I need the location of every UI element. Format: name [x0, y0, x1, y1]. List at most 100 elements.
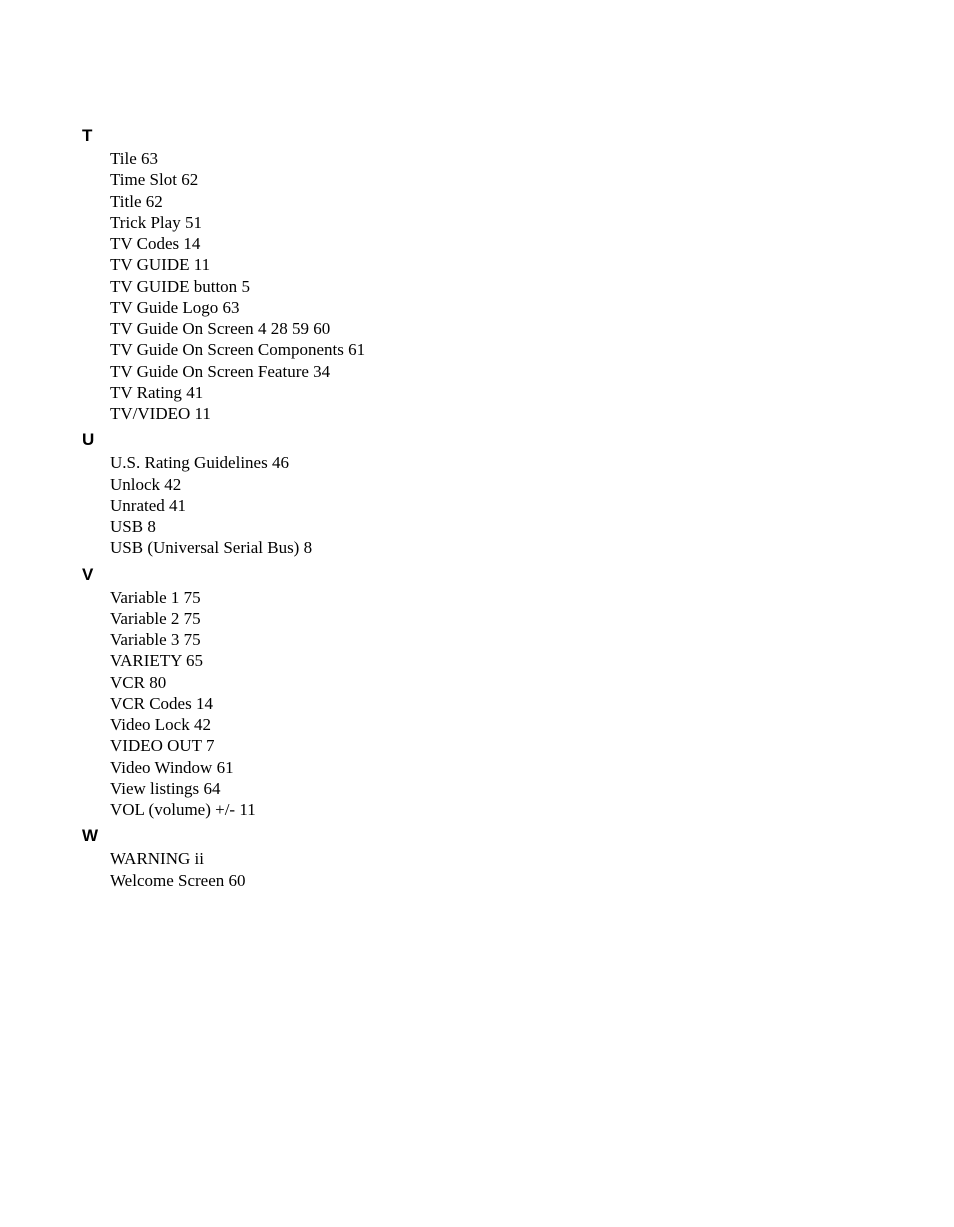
- index-entry: VCR Codes 14: [110, 693, 894, 714]
- index-entry-pages: 11: [239, 800, 255, 819]
- index-entry: Video Window 61: [110, 757, 894, 778]
- index-entry-pages: ii: [195, 849, 204, 868]
- index-entry-term: U.S. Rating Guidelines: [110, 453, 268, 472]
- index-entry-term: TV Rating: [110, 383, 182, 402]
- index-entry-pages: 7: [206, 736, 215, 755]
- index-page: TTile 63Time Slot 62Title 62Trick Play 5…: [0, 0, 954, 951]
- index-entry-pages: 62: [146, 192, 163, 211]
- index-entry-term: TV GUIDE: [110, 255, 189, 274]
- index-entry-term: TV Guide On Screen Feature: [110, 362, 309, 381]
- index-entry-term: USB: [110, 517, 143, 536]
- index-entry-pages: 65: [186, 651, 203, 670]
- index-entry: TV Guide On Screen Feature 34: [110, 361, 894, 382]
- index-entry-pages: 41: [169, 496, 186, 515]
- index-entry-pages: 64: [203, 779, 220, 798]
- index-entry: Variable 2 75: [110, 608, 894, 629]
- index-entry: TV GUIDE button 5: [110, 276, 894, 297]
- index-entry: VOL (volume) +/- 11: [110, 799, 894, 820]
- index-entry-pages: 14: [183, 234, 200, 253]
- section-letter: V: [82, 565, 894, 585]
- index-entry-term: Title: [110, 192, 142, 211]
- index-entry-term: VCR: [110, 673, 145, 692]
- index-entry-term: TV/VIDEO: [110, 404, 190, 423]
- index-entry-term: View listings: [110, 779, 199, 798]
- index-entry: TV/VIDEO 11: [110, 403, 894, 424]
- section-letter: W: [82, 826, 894, 846]
- section-letter: T: [82, 126, 894, 146]
- index-entry: USB 8: [110, 516, 894, 537]
- index-entry-term: Video Window: [110, 758, 212, 777]
- index-entry: WARNING ii: [110, 848, 894, 869]
- index-entry: USB (Universal Serial Bus) 8: [110, 537, 894, 558]
- index-entry-pages: 75: [184, 609, 201, 628]
- index-entry-pages: 8: [304, 538, 313, 557]
- index-entry-pages: 14: [196, 694, 213, 713]
- index-entry: VARIETY 65: [110, 650, 894, 671]
- index-entry-term: USB (Universal Serial Bus): [110, 538, 299, 557]
- index-entry: VCR 80: [110, 672, 894, 693]
- index-entry-term: VOL (volume) +/-: [110, 800, 235, 819]
- index-entry: U.S. Rating Guidelines 46: [110, 452, 894, 473]
- index-entry: Unlock 42: [110, 474, 894, 495]
- index-entry-term: Welcome Screen: [110, 871, 224, 890]
- index-entry: Unrated 41: [110, 495, 894, 516]
- index-entry-pages: 63: [141, 149, 158, 168]
- index-entry-term: VCR Codes: [110, 694, 192, 713]
- index-entry: Tile 63: [110, 148, 894, 169]
- index-entry-pages: 60: [229, 871, 246, 890]
- index-entry: Trick Play 51: [110, 212, 894, 233]
- section-entries: U.S. Rating Guidelines 46Unlock 42Unrate…: [110, 452, 894, 558]
- index-entry-term: TV Guide On Screen Components: [110, 340, 344, 359]
- index-entry-pages: 11: [194, 255, 210, 274]
- index-entry: View listings 64: [110, 778, 894, 799]
- index-entry-term: Tile: [110, 149, 137, 168]
- index-entry-term: Unlock: [110, 475, 160, 494]
- section-entries: WARNING ii Welcome Screen 60: [110, 848, 894, 891]
- index-entry-pages: 80: [149, 673, 166, 692]
- index-entry-term: Trick Play: [110, 213, 181, 232]
- index-entry-pages: 51: [185, 213, 202, 232]
- index-entry-term: TV Codes: [110, 234, 179, 253]
- index-entry-pages: 75: [184, 630, 201, 649]
- index-entry-pages: 8: [147, 517, 156, 536]
- index-entry-term: Variable 1: [110, 588, 179, 607]
- index-entry-pages: 61: [348, 340, 365, 359]
- index-entry-term: TV Guide On Screen: [110, 319, 254, 338]
- index-entry-pages: 41: [186, 383, 203, 402]
- index-entry-term: VIDEO OUT: [110, 736, 202, 755]
- index-entry-term: TV Guide Logo: [110, 298, 218, 317]
- index-entry: Variable 1 75: [110, 587, 894, 608]
- index-entry: TV Guide Logo 63: [110, 297, 894, 318]
- index-entry: Video Lock 42: [110, 714, 894, 735]
- index-entry-pages: 63: [223, 298, 240, 317]
- index-entry-term: WARNING: [110, 849, 190, 868]
- index-entry: Title 62: [110, 191, 894, 212]
- index-entry: TV Guide On Screen Components 61: [110, 339, 894, 360]
- section-entries: Variable 1 75Variable 2 75Variable 3 75V…: [110, 587, 894, 821]
- index-entry-term: VARIETY: [110, 651, 182, 670]
- index-entry: TV Rating 41: [110, 382, 894, 403]
- index-entry-pages: 42: [194, 715, 211, 734]
- index-entry-term: Variable 3: [110, 630, 179, 649]
- index-entry-term: Time Slot: [110, 170, 177, 189]
- index-entry-pages: 42: [164, 475, 181, 494]
- index-entry-pages: 46: [272, 453, 289, 472]
- index-entry: TV Codes 14: [110, 233, 894, 254]
- index-entry-pages: 34: [313, 362, 330, 381]
- index-entry-pages: 5: [241, 277, 250, 296]
- index-entry-pages: 75: [184, 588, 201, 607]
- index-entry: Time Slot 62: [110, 169, 894, 190]
- index-entry: TV GUIDE 11: [110, 254, 894, 275]
- index-entry-term: TV GUIDE button: [110, 277, 237, 296]
- index-entry: Variable 3 75: [110, 629, 894, 650]
- index-sections: TTile 63Time Slot 62Title 62Trick Play 5…: [82, 126, 894, 891]
- section-entries: Tile 63Time Slot 62Title 62Trick Play 51…: [110, 148, 894, 424]
- section-letter: U: [82, 430, 894, 450]
- index-entry-term: Unrated: [110, 496, 165, 515]
- index-entry: TV Guide On Screen 4 28 59 60: [110, 318, 894, 339]
- index-entry-pages: 11: [195, 404, 211, 423]
- index-entry-term: Variable 2: [110, 609, 179, 628]
- index-entry-pages: 62: [181, 170, 198, 189]
- index-entry-term: Video Lock: [110, 715, 190, 734]
- index-entry: VIDEO OUT 7: [110, 735, 894, 756]
